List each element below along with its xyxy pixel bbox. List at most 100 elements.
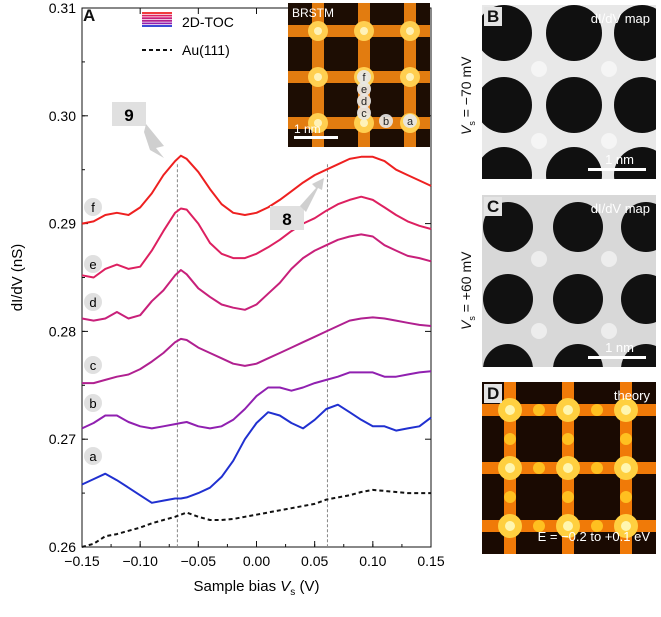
panel-d-energy: E = −0.2 to +0.1 eV: [537, 529, 650, 544]
map-hole: [483, 344, 533, 367]
map-hole: [553, 344, 603, 367]
panel-label-c: C: [484, 197, 503, 216]
panel-b-bias-label: Vs = −70 mV: [458, 56, 477, 135]
inset-node-core: [406, 27, 414, 35]
panel-d-theory: D theory E = −0.2 to +0.1 eV: [482, 382, 656, 554]
theory-midpoint: [591, 404, 603, 416]
x-tick-label: 0.05: [301, 553, 328, 569]
curve-badge-d: [84, 293, 102, 311]
panel-b-scale-bar: [588, 168, 646, 171]
map-node: [601, 133, 617, 149]
theory-node-core: [505, 463, 515, 473]
curve-badge-e: [84, 255, 102, 273]
x-axis-label: Sample bias Vs (V): [194, 578, 320, 598]
curve-badge-c: [84, 356, 102, 374]
map-hole: [553, 202, 603, 252]
curve-badge-label-f: f: [91, 200, 95, 215]
map-hole: [482, 147, 532, 179]
theory-node-core: [621, 463, 631, 473]
inset-site-label-e: e: [361, 84, 367, 96]
inset-site-badge-d: [357, 94, 371, 108]
theory-midpoint: [504, 433, 516, 445]
theory-image: [482, 382, 656, 554]
inset-site-label-d: d: [361, 96, 367, 108]
annotation-box-9: [112, 102, 146, 126]
theory-node-core: [505, 405, 515, 415]
map-hole: [546, 77, 602, 133]
theory-node-core: [563, 521, 573, 531]
x-tick-label: 0.00: [243, 553, 270, 569]
y-tick-label: 0.28: [49, 323, 76, 339]
series-line-a: [81, 403, 432, 504]
panel-b-didv-map: B dI/dV map 1 nm: [482, 5, 656, 179]
theory-node-core: [563, 405, 573, 415]
theory-midpoint: [562, 433, 574, 445]
curve-badge-label-b: b: [89, 396, 96, 411]
annotation-label-9: 9: [124, 106, 133, 125]
map-node: [601, 323, 617, 339]
map-hole: [546, 147, 602, 179]
annotation-arrow-9: [144, 124, 164, 158]
map-node: [531, 61, 547, 77]
inset-site-badge-c: [357, 106, 371, 120]
theory-midpoint: [533, 520, 545, 532]
inset-node-core: [314, 119, 322, 127]
inset-site-badge-a: [403, 114, 417, 128]
panel-c-scale-text: 1 nm: [605, 340, 634, 355]
y-tick-label: 0.31: [49, 0, 76, 16]
inset-site-label-a: a: [407, 116, 414, 128]
map-hole: [621, 274, 656, 324]
x-tick-label: 0.15: [417, 553, 444, 569]
inset-site-label-b: b: [383, 116, 389, 128]
map-node: [601, 61, 617, 77]
inset-node-core: [360, 27, 368, 35]
annotation-label-8: 8: [282, 210, 291, 229]
brstm-title: BRSTM: [292, 6, 334, 20]
series-line-e: [81, 195, 432, 279]
y-tick-label: 0.27: [49, 431, 76, 447]
annotation-box-8: [270, 206, 304, 230]
panel-label-b: B: [484, 7, 503, 26]
x-tick-label: −0.05: [181, 553, 217, 569]
x-tick-label: −0.10: [122, 553, 158, 569]
theory-midpoint: [562, 491, 574, 503]
map-hole: [482, 77, 532, 133]
series-line-d: [81, 233, 432, 322]
panel-label-d: D: [484, 384, 503, 403]
curve-badge-label-e: e: [89, 257, 96, 272]
panel-d-title: theory: [613, 388, 650, 403]
theory-node-core: [563, 463, 573, 473]
map-hole: [553, 274, 603, 324]
theory-midpoint: [620, 433, 632, 445]
inset-node-core: [314, 27, 322, 35]
theory-midpoint: [533, 404, 545, 416]
didv-map-image-c: [482, 195, 656, 367]
inset-node-core: [406, 73, 414, 81]
curve-badge-label-c: c: [90, 358, 97, 373]
series-line-c: [82, 316, 432, 385]
inset-site-label-f: f: [362, 72, 366, 84]
curve-badge-b: [84, 394, 102, 412]
curve-badge-label-a: a: [89, 449, 97, 464]
panel-c-scale-bar: [588, 356, 646, 359]
panel-c-bias-label: Vs = +60 mV: [458, 251, 477, 330]
panel-label-a: A: [83, 6, 96, 25]
theory-node-core: [621, 521, 631, 531]
map-hole: [621, 344, 656, 367]
map-hole: [546, 5, 602, 61]
theory-midpoint: [620, 491, 632, 503]
map-node: [531, 323, 547, 339]
panel-b-scale-text: 1 nm: [605, 152, 634, 167]
inset-site-label-c: c: [361, 108, 367, 120]
map-hole: [614, 5, 656, 61]
map-hole: [614, 77, 656, 133]
map-hole: [614, 147, 656, 179]
theory-node-core: [621, 405, 631, 415]
series-line-f: [81, 154, 432, 225]
theory-midpoint: [591, 462, 603, 474]
curve-badge-f: [84, 198, 102, 216]
inset-site-badge-f: [357, 70, 371, 84]
didv-map-image-b: [482, 5, 656, 179]
